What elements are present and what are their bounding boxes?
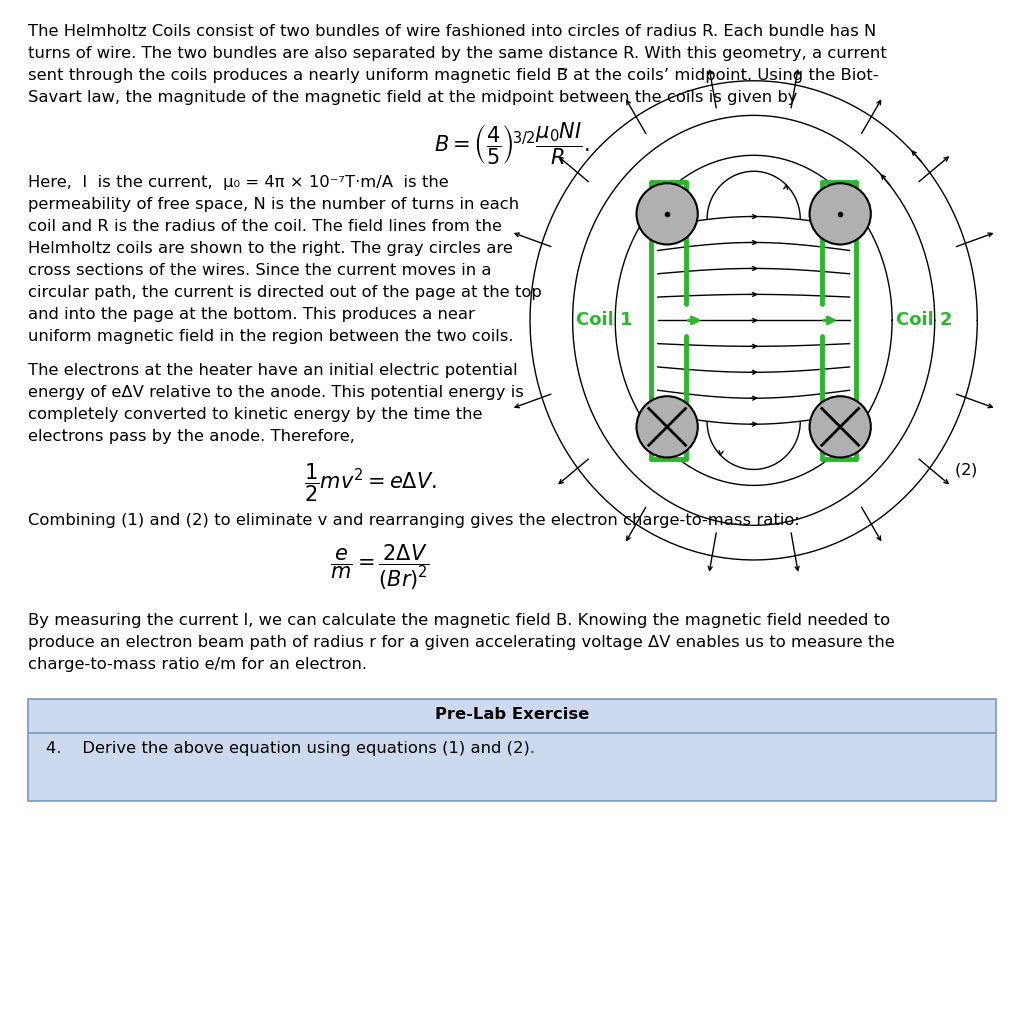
Circle shape	[810, 397, 870, 457]
Text: Helmholtz coils are shown to the right. The gray circles are: Helmholtz coils are shown to the right. …	[28, 241, 513, 256]
Text: Coil 1: Coil 1	[577, 312, 633, 329]
Text: Coil 2: Coil 2	[896, 312, 952, 329]
Text: $\dfrac{1}{2}mv^2 = e\Delta V.$: $\dfrac{1}{2}mv^2 = e\Delta V.$	[303, 461, 436, 503]
Circle shape	[637, 397, 697, 457]
Text: $\dfrac{e}{m} = \dfrac{2\Delta V}{(Br)^2}$: $\dfrac{e}{m} = \dfrac{2\Delta V}{(Br)^2…	[330, 543, 430, 592]
Text: Here,  I  is the current,  μ₀ = 4π × 10⁻⁷T·m/A  is the: Here, I is the current, μ₀ = 4π × 10⁻⁷T·…	[28, 175, 449, 190]
Text: electrons pass by the anode. Therefore,: electrons pass by the anode. Therefore,	[28, 429, 355, 444]
Text: sent through the coils produces a nearly uniform magnetic field B⃗ at the coils’: sent through the coils produces a nearly…	[28, 68, 879, 83]
Text: The Helmholtz Coils consist of two bundles of wire fashioned into circles of rad: The Helmholtz Coils consist of two bundl…	[28, 24, 877, 39]
Text: circular path, the current is directed out of the page at the top: circular path, the current is directed o…	[28, 285, 542, 300]
Text: turns of wire. The two bundles are also separated by the same distance R. With t: turns of wire. The two bundles are also …	[28, 46, 887, 61]
Text: $(2)$: $(2)$	[954, 461, 978, 479]
Text: $B = \left(\dfrac{4}{5}\right)^{\!3/2}\dfrac{\mu_0 NI}{R}.$: $B = \left(\dfrac{4}{5}\right)^{\!3/2}\d…	[434, 120, 590, 166]
Text: produce an electron beam path of radius r for a given accelerating voltage ΔV en: produce an electron beam path of radius …	[28, 635, 895, 650]
Circle shape	[810, 184, 870, 244]
Text: By measuring the current I, we can calculate the magnetic field B. Knowing the m: By measuring the current I, we can calcu…	[28, 613, 890, 628]
Text: Savart law, the magnitude of the magnetic field at the midpoint between the coil: Savart law, the magnitude of the magneti…	[28, 90, 798, 105]
Text: charge-to-mass ratio e/m for an electron.: charge-to-mass ratio e/m for an electron…	[28, 657, 367, 672]
Circle shape	[637, 184, 697, 244]
Text: 4.    Derive the above equation using equations (1) and (2).: 4. Derive the above equation using equat…	[46, 741, 535, 756]
Text: completely converted to kinetic energy by the time the: completely converted to kinetic energy b…	[28, 407, 482, 422]
Text: coil and R is the radius of the coil. The field lines from the: coil and R is the radius of the coil. Th…	[28, 219, 502, 234]
FancyBboxPatch shape	[28, 699, 996, 801]
Text: and into the page at the bottom. This produces a near: and into the page at the bottom. This pr…	[28, 307, 475, 322]
Text: The electrons at the heater have an initial electric potential: The electrons at the heater have an init…	[28, 363, 517, 378]
Text: cross sections of the wires. Since the current moves in a: cross sections of the wires. Since the c…	[28, 263, 492, 278]
Text: uniform magnetic field in the region between the two coils.: uniform magnetic field in the region bet…	[28, 329, 513, 344]
Text: energy of eΔV relative to the anode. This potential energy is: energy of eΔV relative to the anode. Thi…	[28, 385, 524, 400]
Text: Combining (1) and (2) to eliminate v and rearranging gives the electron charge-t: Combining (1) and (2) to eliminate v and…	[28, 513, 800, 528]
Text: permeability of free space, N is the number of turns in each: permeability of free space, N is the num…	[28, 197, 519, 212]
Text: Pre-Lab Exercise: Pre-Lab Exercise	[435, 707, 589, 722]
